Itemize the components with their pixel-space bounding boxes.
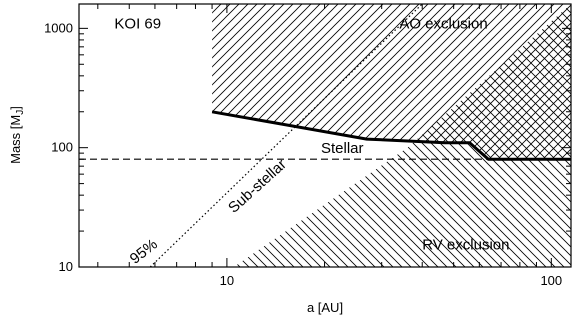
- y-axis-title-sub: J: [15, 110, 26, 115]
- y-tick-label: 100: [51, 140, 73, 155]
- x-axis-title: a [AU]: [307, 300, 343, 315]
- rv-exclusion-label: RV exclusion: [422, 237, 509, 254]
- y-axis-title: Mass [MJ]: [8, 106, 26, 164]
- y-axis-title-main: Mass [M: [8, 115, 23, 164]
- stellar-label: Stellar: [321, 140, 364, 157]
- y-axis-title-close: ]: [8, 106, 23, 110]
- y-tick-label: 10: [59, 259, 73, 274]
- line-confidence-95: [149, 4, 423, 267]
- ao-exclusion-label: AO exclusion: [399, 15, 487, 32]
- confidence-95-label: 95%: [127, 236, 161, 268]
- y-tick-label: 1000: [44, 20, 73, 35]
- x-tick-label: 10: [220, 273, 234, 288]
- substellar-label: Sub-stellar: [225, 156, 290, 217]
- region-rv-exclusion: [233, 4, 571, 267]
- target-label: KOI 69: [114, 15, 161, 32]
- x-tick-label: 100: [540, 273, 562, 288]
